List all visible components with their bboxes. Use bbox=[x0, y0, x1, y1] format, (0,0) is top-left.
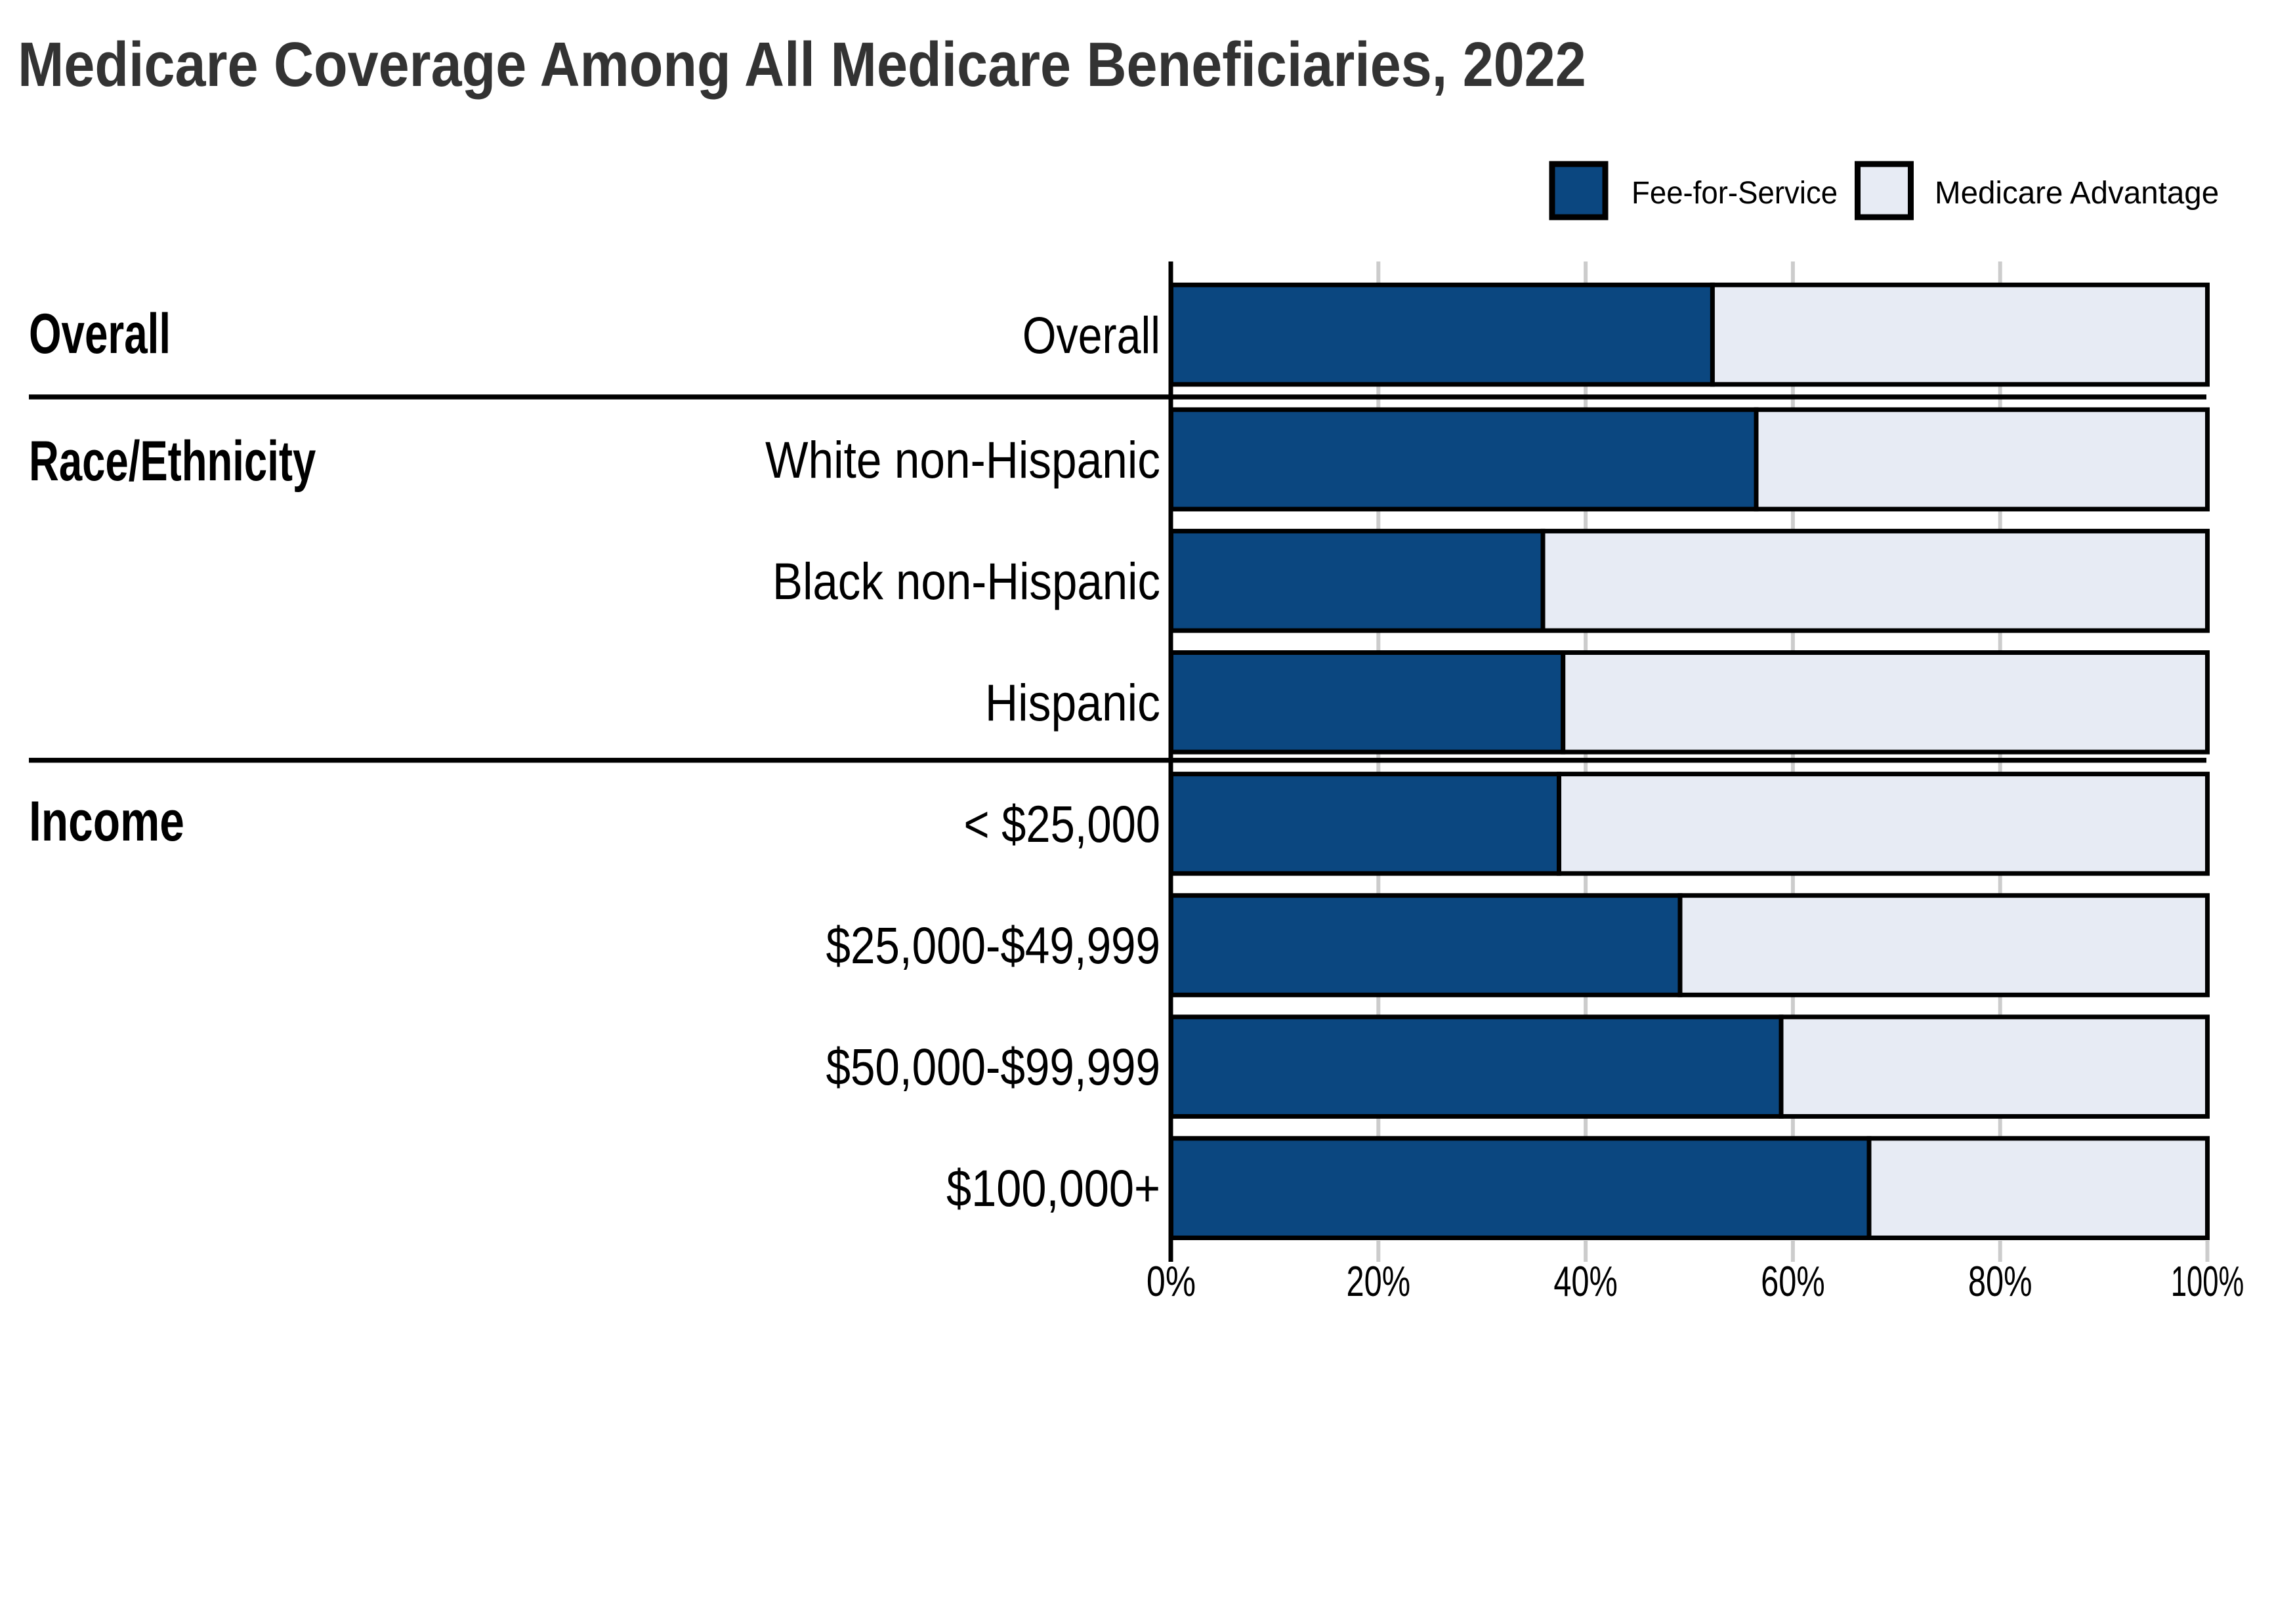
svg-text:$50,000-$99,999: $50,000-$99,999 bbox=[826, 1038, 1160, 1096]
svg-text:Medicare Coverage Among All Me: Medicare Coverage Among All Medicare Ben… bbox=[18, 30, 1586, 100]
svg-text:Black non-Hispanic: Black non-Hispanic bbox=[772, 552, 1160, 610]
svg-text:$25,000-$49,999: $25,000-$49,999 bbox=[826, 917, 1160, 974]
svg-text:40%: 40% bbox=[1553, 1258, 1618, 1305]
svg-text:Race/Ethnicity: Race/Ethnicity bbox=[29, 430, 316, 493]
svg-text:0%: 0% bbox=[1147, 1259, 1196, 1306]
svg-text:Fee-for-Service: Fee-for-Service bbox=[1632, 175, 1838, 210]
svg-text:80%: 80% bbox=[1968, 1258, 2032, 1305]
svg-text:20%: 20% bbox=[1347, 1258, 1411, 1305]
svg-text:$100,000+: $100,000+ bbox=[946, 1159, 1160, 1217]
svg-text:Medicare Advantage: Medicare Advantage bbox=[1935, 176, 2219, 211]
svg-text:60%: 60% bbox=[1761, 1258, 1825, 1305]
svg-text:Overall: Overall bbox=[29, 302, 171, 366]
svg-text:100%: 100% bbox=[2171, 1257, 2244, 1305]
svg-text:White non-Hispanic: White non-Hispanic bbox=[765, 431, 1160, 489]
svg-text:< $25,000: < $25,000 bbox=[964, 795, 1160, 853]
svg-text:Hispanic: Hispanic bbox=[985, 674, 1160, 732]
svg-text:Income: Income bbox=[29, 790, 184, 853]
svg-text:Overall: Overall bbox=[1022, 307, 1160, 365]
